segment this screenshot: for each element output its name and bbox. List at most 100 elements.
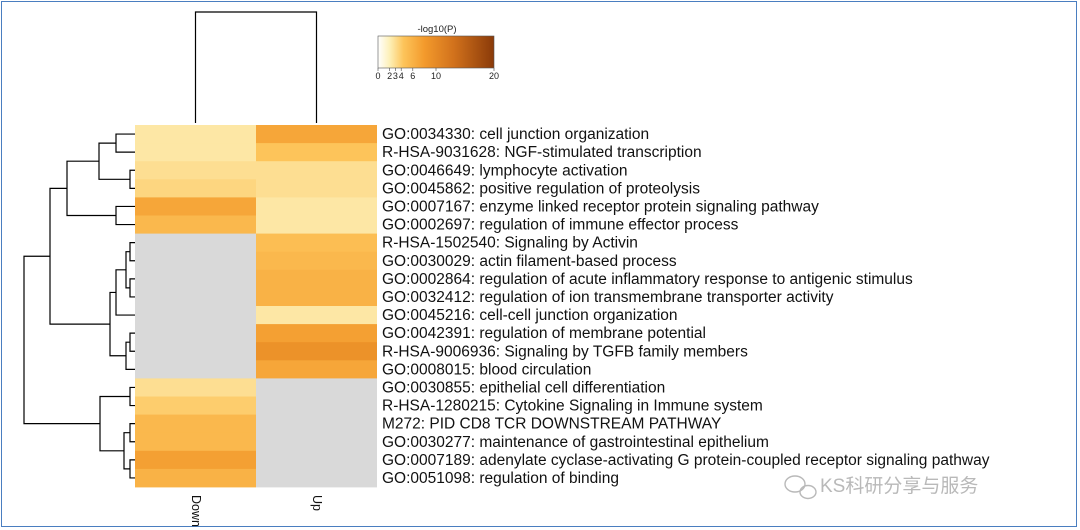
dendrogram-branch [115,133,135,153]
row-label: R-HSA-1502540: Signaling by Activin [382,235,638,252]
heatmap-cell [256,306,377,325]
colorbar: -log10(P) 0 2 3 4 6 10 20 [375,24,499,81]
colorbar-tick-label: 20 [489,71,499,81]
row-dendrogram [23,133,135,479]
dendrogram-branch [125,251,130,289]
dendrogram-branch [129,386,135,407]
heatmap-cell [256,324,377,343]
heatmap-cell [256,378,377,397]
heatmap-cell [135,197,256,216]
heatmap-cell [256,197,377,216]
row-label: GO:0030277: maintenance of gastrointesti… [382,434,769,451]
colorbar-tick-label: 4 [399,71,404,81]
heatmap-cell [256,179,377,198]
row-label: GO:0008015: blood circulation [382,361,591,378]
heatmap-cell [256,125,377,144]
heatmap-cell [135,215,256,234]
wechat-icon [784,475,817,500]
row-label: GO:0045216: cell-cell junction organizat… [382,307,678,324]
column-label: Down [189,495,203,527]
heatmap-cells [135,125,377,488]
row-label: M272: PID CD8 TCR DOWNSTREAM PATHWAY [382,416,721,433]
watermark: KS科研分享与服务 [784,475,978,500]
dendrogram-branch [129,423,135,443]
row-label: GO:0032412: regulation of ion transmembr… [382,289,834,306]
colorbar-tick-label: 2 [387,71,392,81]
heatmap-cell [135,450,256,470]
row-label: GO:0002697: regulation of immune effecto… [382,217,739,234]
heatmap-cell [135,324,256,343]
row-label: R-HSA-9006936: Signaling by TGFB family … [382,343,748,360]
heatmap-cell [256,251,377,271]
heatmap-cell [135,468,256,488]
heatmap-cell [256,287,377,307]
heatmap-cell [135,251,256,271]
dendrogram-branch [123,432,130,470]
colorbar-tick-label: 3 [393,71,398,81]
heatmap-cell [135,233,256,253]
dendrogram-branch [66,160,116,217]
heatmap-cell [135,414,256,434]
colorbar-title: -log10(P) [417,24,456,35]
dendrogram-branch [23,255,100,425]
row-label: R-HSA-1280215: Cytokine Signaling in Imm… [382,398,763,415]
heatmap-cell [256,143,377,162]
row-label: GO:0042391: regulation of membrane poten… [382,325,706,342]
heatmap-cell [135,287,256,307]
row-label: GO:0030029: actin filament-based process [382,253,677,270]
column-dendrogram [194,11,318,123]
column-label: Up [310,495,324,511]
row-label: GO:0045862: positive regulation of prote… [382,180,700,197]
row-label: R-HSA-9031628: NGF-stimulated transcript… [382,144,702,161]
heatmap-cell [135,125,256,144]
dendrogram-branch [129,278,135,298]
heatmap-cell [256,215,377,234]
row-label: GO:0030855: epithelial cell differentiat… [382,379,665,396]
dendrogram-branch [129,242,135,262]
row-label: GO:0051098: regulation of binding [382,470,619,487]
heatmap-cell [135,179,256,198]
colorbar-tick-label: 0 [375,71,380,81]
colorbar-gradient [377,35,495,69]
dendrogram-branch [129,459,135,479]
row-label: GO:0007167: enzyme linked receptor prote… [382,198,819,215]
row-label: GO:0034330: cell junction organization [382,126,649,143]
heatmap-cell [256,396,377,415]
heatmap-cell [256,269,377,289]
row-label: GO:0046649: lymphocyte activation [382,162,628,179]
row-label: GO:0007189: adenylate cyclase-activating… [382,452,990,469]
heatmap-cell [135,396,256,415]
heatmap-cell [256,450,377,470]
heatmap-cell [135,432,256,452]
heatmap-cell [256,414,377,434]
dendrogram-branch [99,395,130,452]
column-labels: Down Up [189,495,324,527]
colorbar-tick-label: 6 [410,71,415,81]
dendrogram-branch [129,332,135,352]
heatmap-cell [256,233,377,253]
dendrogram-branch [98,142,130,180]
heatmap-cell [135,378,256,397]
dendrogram-branch [49,187,110,325]
heatmap-cell [135,269,256,289]
row-label: GO:0002864: regulation of acute inflamma… [382,271,913,288]
heatmap-cell [256,432,377,452]
dendrogram-branch [115,205,135,226]
watermark-text: KS科研分享与服务 [820,475,978,497]
colorbar-tick-label: 10 [431,71,441,81]
row-labels: GO:0034330: cell junction organizationR-… [382,126,990,487]
heatmap-cell [256,161,377,180]
heatmap-cell [256,468,377,488]
heatmap-cell [135,306,256,325]
colorbar-ticks: 0 2 3 4 6 10 20 [375,68,499,81]
dendrogram-branch [109,291,126,357]
heatmap-cell [256,360,377,379]
dendrogram-branch [194,11,318,123]
heatmap-cell [135,342,256,361]
dendrogram-branch [129,169,135,189]
heatmap-cell [135,143,256,162]
heatmap-cell [256,342,377,361]
heatmap-cell [135,360,256,379]
